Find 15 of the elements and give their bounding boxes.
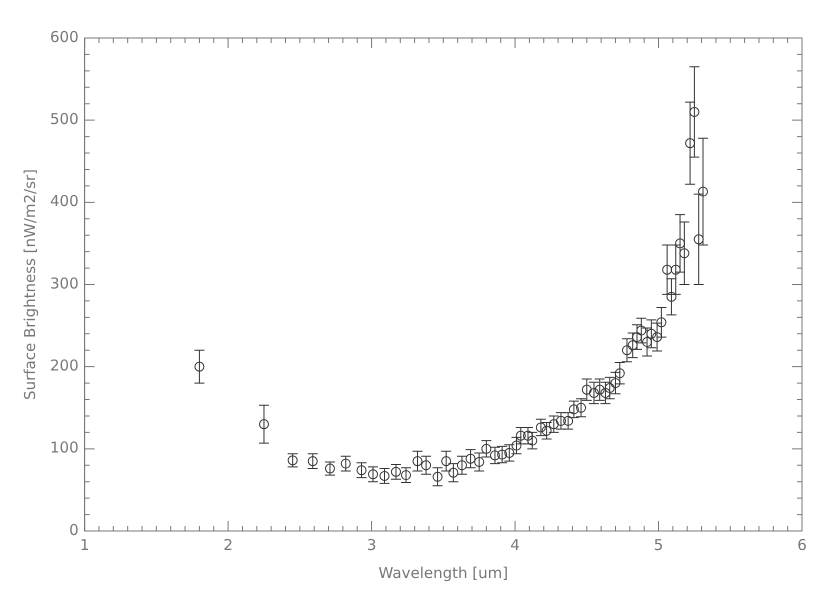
y-tick-label: 200 bbox=[50, 356, 79, 375]
y-tick-label: 600 bbox=[50, 28, 79, 46]
y-tick-label: 500 bbox=[50, 110, 79, 128]
y-tick-label: 400 bbox=[50, 192, 79, 210]
x-tick-label: 4 bbox=[510, 536, 520, 554]
y-axis-title: Surface Brightness [nW/m2/sr] bbox=[20, 169, 39, 400]
x-tick-label: 5 bbox=[654, 536, 664, 554]
y-tick-label: 300 bbox=[50, 274, 79, 292]
y-tick-label: 0 bbox=[69, 520, 79, 539]
x-tick-label: 3 bbox=[366, 536, 376, 554]
y-tick-label: 100 bbox=[50, 438, 79, 457]
x-axis-title: Wavelength [um] bbox=[378, 564, 508, 582]
x-tick-label: 1 bbox=[80, 536, 90, 554]
x-tick-label: 2 bbox=[223, 536, 233, 554]
x-tick-label: 6 bbox=[797, 536, 807, 554]
